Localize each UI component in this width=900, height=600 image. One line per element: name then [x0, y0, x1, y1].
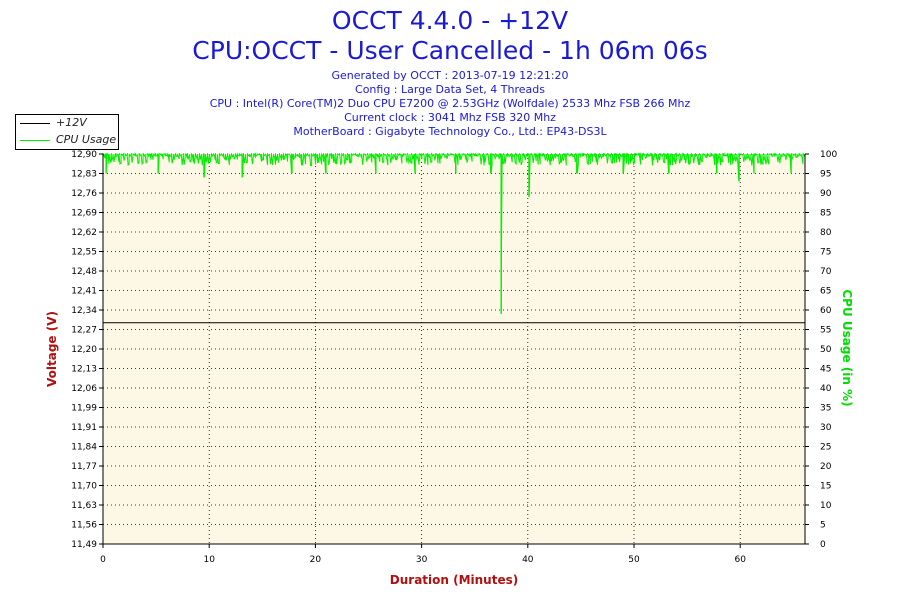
x-tick-label: 10	[203, 555, 215, 565]
x-tick-label: 0	[100, 555, 106, 565]
left-tick-label: 12,48	[71, 267, 97, 277]
left-tick-label: 12,27	[71, 326, 97, 336]
right-tick-label: 35	[820, 404, 831, 414]
right-tick-label: 25	[820, 443, 831, 453]
legend-label: CPU Usage	[56, 133, 117, 146]
left-tick-label: 11,99	[71, 404, 97, 414]
left-tick-label: 11,56	[71, 521, 97, 531]
left-tick-label: 11,91	[71, 423, 97, 433]
right-axis-ticks: 1009590858075706560555045403530252015105…	[805, 150, 837, 550]
right-axis-title: CPU Usage (in %)	[840, 289, 854, 406]
right-tick-label: 75	[820, 248, 831, 258]
chart-title: OCCT 4.4.0 - +12V	[331, 6, 569, 35]
legend-item-cpu-usage: CPU Usage	[16, 132, 118, 149]
right-tick-label: 40	[820, 384, 832, 394]
info-current-clock: Current clock : 3041 Mhz FSB 320 Mhz	[344, 111, 556, 124]
left-tick-label: 12,76	[71, 189, 97, 199]
right-tick-label: 65	[820, 287, 831, 297]
left-tick-label: 12,55	[71, 248, 97, 258]
right-tick-label: 20	[820, 462, 832, 472]
right-tick-label: 95	[820, 170, 831, 180]
left-tick-label: 12,20	[71, 345, 97, 355]
right-tick-label: 85	[820, 209, 831, 219]
left-axis-title: Voltage (V)	[45, 311, 59, 387]
right-tick-label: 55	[820, 326, 831, 336]
info-cpu: CPU : Intel(R) Core(TM)2 Duo CPU E7200 @…	[209, 97, 691, 110]
right-tick-label: 50	[820, 345, 832, 355]
left-tick-label: 11,77	[71, 462, 97, 472]
cpu-usage-series	[102, 152, 806, 314]
info-motherboard: MotherBoard : Gigabyte Technology Co., L…	[293, 125, 607, 138]
left-tick-label: 11,63	[71, 501, 97, 511]
legend-item-voltage: +12V	[16, 115, 118, 132]
left-tick-label: 12,90	[71, 150, 97, 160]
left-tick-label: 12,13	[71, 365, 97, 375]
x-tick-label: 60	[734, 555, 746, 565]
right-tick-label: 70	[820, 267, 832, 277]
grid-lines	[102, 153, 805, 545]
left-tick-label: 12,06	[71, 384, 97, 394]
legend-swatch-cpu-usage	[20, 140, 50, 141]
left-tick-label: 11,84	[71, 443, 97, 453]
left-tick-label: 12,69	[71, 209, 97, 219]
right-tick-label: 15	[820, 482, 831, 492]
left-tick-label: 11,49	[71, 540, 97, 550]
right-tick-label: 30	[820, 423, 832, 433]
right-tick-label: 90	[820, 189, 832, 199]
x-tick-label: 20	[310, 555, 322, 565]
left-tick-label: 11,70	[71, 482, 97, 492]
info-generated: Generated by OCCT : 2013-07-19 12:21:20	[331, 69, 569, 82]
left-tick-label: 12,83	[71, 170, 97, 180]
right-tick-label: 60	[820, 306, 832, 316]
right-tick-label: 80	[820, 228, 832, 238]
right-tick-label: 100	[820, 150, 837, 160]
legend-swatch-voltage	[20, 123, 50, 124]
left-tick-label: 12,41	[71, 287, 97, 297]
left-tick-label: 12,62	[71, 228, 97, 238]
right-tick-label: 5	[820, 521, 826, 531]
x-tick-label: 50	[628, 555, 640, 565]
info-config: Config : Large Data Set, 4 Threads	[355, 83, 545, 96]
chart-subtitle: CPU:OCCT - User Cancelled - 1h 06m 06s	[192, 36, 708, 65]
x-axis-title: Duration (Minutes)	[390, 573, 518, 587]
x-axis-ticks: 0 10 20 30 40 50 60	[100, 544, 746, 565]
legend-label: +12V	[56, 116, 87, 129]
right-tick-label: 10	[820, 501, 832, 511]
left-axis-ticks: 12,90 12,83 12,76 12,69 12,62 12,55 12,48 12,41…	[71, 150, 103, 550]
x-tick-label: 30	[416, 555, 428, 565]
x-tick-label: 40	[522, 555, 534, 565]
right-tick-label: 0	[820, 540, 826, 550]
left-tick-label: 12,34	[71, 306, 97, 316]
right-tick-label: 45	[820, 365, 831, 375]
legend: +12V CPU Usage	[15, 114, 119, 150]
